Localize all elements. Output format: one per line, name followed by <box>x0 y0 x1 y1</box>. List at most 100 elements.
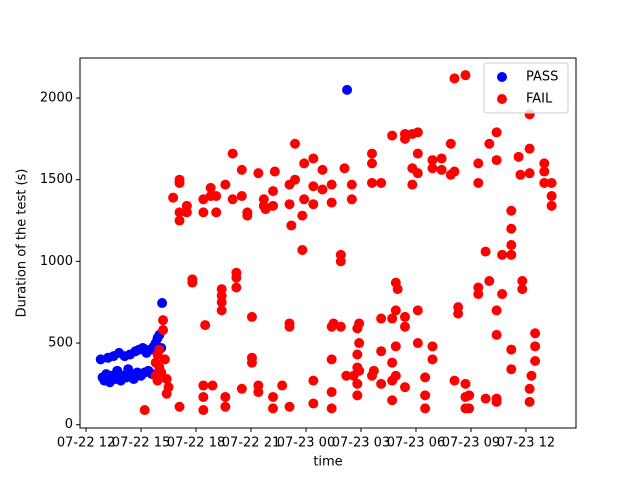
data-point <box>187 274 198 285</box>
data-point <box>491 305 502 316</box>
data-point <box>299 194 310 205</box>
data-point <box>216 305 227 316</box>
data-point <box>445 138 456 149</box>
x-tick-label: 07-22 15 <box>112 436 170 451</box>
x-tick-label: 07-23 00 <box>277 436 335 451</box>
data-point <box>308 181 319 192</box>
data-point <box>399 382 410 393</box>
data-point <box>220 401 231 412</box>
data-point <box>290 174 301 185</box>
data-point <box>412 168 423 179</box>
data-point <box>473 158 484 169</box>
x-tick-label: 07-23 12 <box>497 436 555 451</box>
data-point <box>524 168 535 179</box>
data-point <box>497 249 508 260</box>
data-point <box>524 396 535 407</box>
data-point <box>242 207 253 218</box>
data-point <box>464 390 475 401</box>
data-point <box>539 158 550 169</box>
data-point <box>174 215 185 226</box>
legend-marker <box>497 94 507 104</box>
data-point <box>156 367 167 378</box>
data-point <box>161 373 172 384</box>
data-point <box>436 153 447 164</box>
data-point <box>227 148 238 159</box>
data-point <box>484 138 495 149</box>
data-point <box>506 205 517 216</box>
data-point <box>449 375 460 386</box>
data-point <box>473 177 484 188</box>
data-point <box>346 179 357 190</box>
data-point <box>524 143 535 154</box>
data-point <box>236 191 247 202</box>
data-point <box>513 151 524 162</box>
data-point <box>198 380 209 391</box>
data-point <box>392 284 403 295</box>
data-point <box>205 182 216 193</box>
data-point <box>420 390 431 401</box>
data-point <box>317 184 328 195</box>
data-point <box>387 357 398 368</box>
data-point <box>427 155 438 166</box>
data-point <box>390 370 401 381</box>
data-point <box>253 168 264 179</box>
data-point <box>284 199 295 210</box>
data-point <box>268 403 279 414</box>
data-point <box>484 275 495 286</box>
data-point <box>491 329 502 340</box>
data-point <box>159 354 170 365</box>
data-point <box>297 244 308 255</box>
data-point <box>473 282 484 293</box>
data-point <box>376 378 387 389</box>
data-point <box>412 305 423 316</box>
data-point <box>376 313 387 324</box>
data-point <box>387 313 398 324</box>
y-tick-label: 1000 <box>40 254 73 269</box>
data-point <box>497 289 508 300</box>
data-point <box>246 311 257 322</box>
data-point <box>308 153 319 164</box>
data-point <box>506 364 517 375</box>
data-point <box>387 395 398 406</box>
legend-label: FAIL <box>526 92 553 107</box>
x-tick-label: 07-22 18 <box>167 436 225 451</box>
x-tick-label: 07-23 09 <box>442 436 500 451</box>
data-point <box>268 200 279 211</box>
data-point <box>326 403 337 414</box>
data-point <box>376 346 387 357</box>
data-point <box>335 249 346 260</box>
data-point <box>152 375 163 386</box>
data-point <box>464 403 475 414</box>
data-point <box>158 324 169 335</box>
data-point <box>227 194 238 205</box>
data-point <box>308 199 319 210</box>
data-point <box>299 158 310 169</box>
data-point <box>326 179 337 190</box>
data-point <box>449 73 460 84</box>
data-point <box>181 200 192 211</box>
data-point <box>258 194 269 205</box>
data-point <box>157 298 168 309</box>
legend-marker <box>497 72 507 82</box>
data-point <box>517 275 528 286</box>
data-point <box>399 321 410 332</box>
data-point <box>163 382 174 393</box>
x-axis-label: time <box>313 455 342 470</box>
data-point <box>399 311 410 322</box>
data-point <box>216 290 227 301</box>
data-point <box>506 240 517 251</box>
data-point <box>139 405 150 416</box>
data-point <box>154 344 165 355</box>
data-point <box>517 284 528 295</box>
x-tick-label: 07-22 12 <box>57 436 115 451</box>
data-point <box>326 354 337 365</box>
data-point <box>368 365 379 376</box>
data-point <box>530 356 541 367</box>
legend-label: PASS <box>526 70 558 85</box>
data-point <box>236 164 247 175</box>
data-point <box>346 194 357 205</box>
data-point <box>352 349 363 360</box>
data-point <box>546 191 557 202</box>
data-point <box>211 207 222 218</box>
